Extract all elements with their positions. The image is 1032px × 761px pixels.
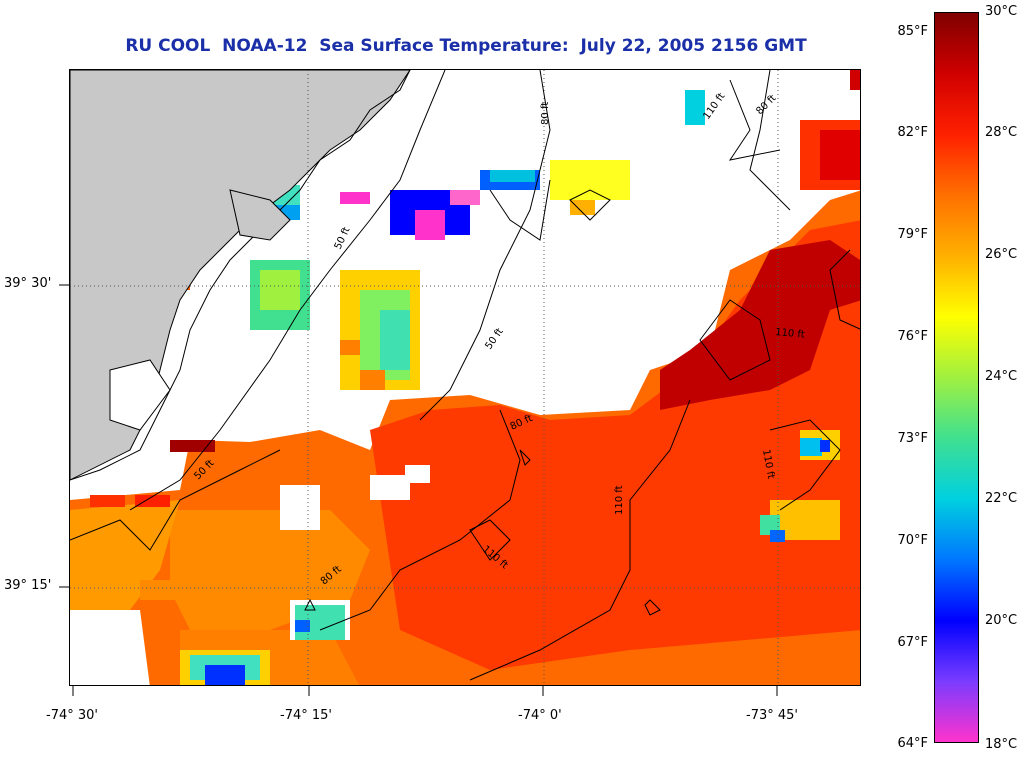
contour-label: 110 ft [760, 449, 776, 480]
bathymetry-contours [70, 70, 860, 681]
sst-patches [110, 70, 860, 390]
fahrenheit-label: 64°F [897, 736, 928, 751]
fahrenheit-label: 79°F [897, 227, 928, 242]
fahrenheit-label: 82°F [897, 125, 928, 140]
contour-label: 110 ft [614, 485, 625, 515]
sst-map-canvas: 50 ft 50 ft 50 ft 80 ft 80 ft 80 ft 80 f… [70, 70, 860, 685]
contour-label: 110 ft [775, 327, 805, 341]
lon-label: -74° 30' [46, 708, 98, 723]
lon-label: -74° 15' [280, 708, 332, 723]
graticule [70, 70, 860, 685]
celsius-label: 20°C [985, 613, 1018, 628]
lon-label: -73° 45' [746, 708, 798, 723]
contour-label: 50 ft [333, 226, 353, 252]
sst-map[interactable]: 50 ft 50 ft 50 ft 80 ft 80 ft 80 ft 80 f… [69, 69, 861, 686]
celsius-label: 28°C [985, 125, 1018, 140]
fahrenheit-label: 85°F [897, 24, 928, 39]
celsius-label: 30°C [985, 4, 1018, 19]
celsius-label: 26°C [985, 247, 1018, 262]
temperature-colorbar [934, 12, 979, 743]
celsius-label: 24°C [985, 369, 1018, 384]
contour-label: 80 ft [540, 102, 551, 125]
map-title: RU COOL NOAA-12 Sea Surface Temperature:… [125, 36, 807, 56]
lon-label: -74° 0' [518, 708, 562, 723]
fahrenheit-label: 76°F [897, 329, 928, 344]
celsius-label: 22°C [985, 491, 1018, 506]
fahrenheit-label: 67°F [897, 635, 928, 650]
lat-label: 39° 30' [4, 276, 52, 291]
contour-label: 110 ft [701, 91, 727, 122]
fahrenheit-label: 73°F [897, 431, 928, 446]
contour-label: 50 ft [483, 326, 505, 351]
lat-label: 39° 15' [4, 578, 52, 593]
contour-label: 80 ft [754, 93, 778, 117]
celsius-label: 18°C [985, 737, 1018, 752]
land-mass [70, 70, 411, 481]
fahrenheit-label: 70°F [897, 533, 928, 548]
